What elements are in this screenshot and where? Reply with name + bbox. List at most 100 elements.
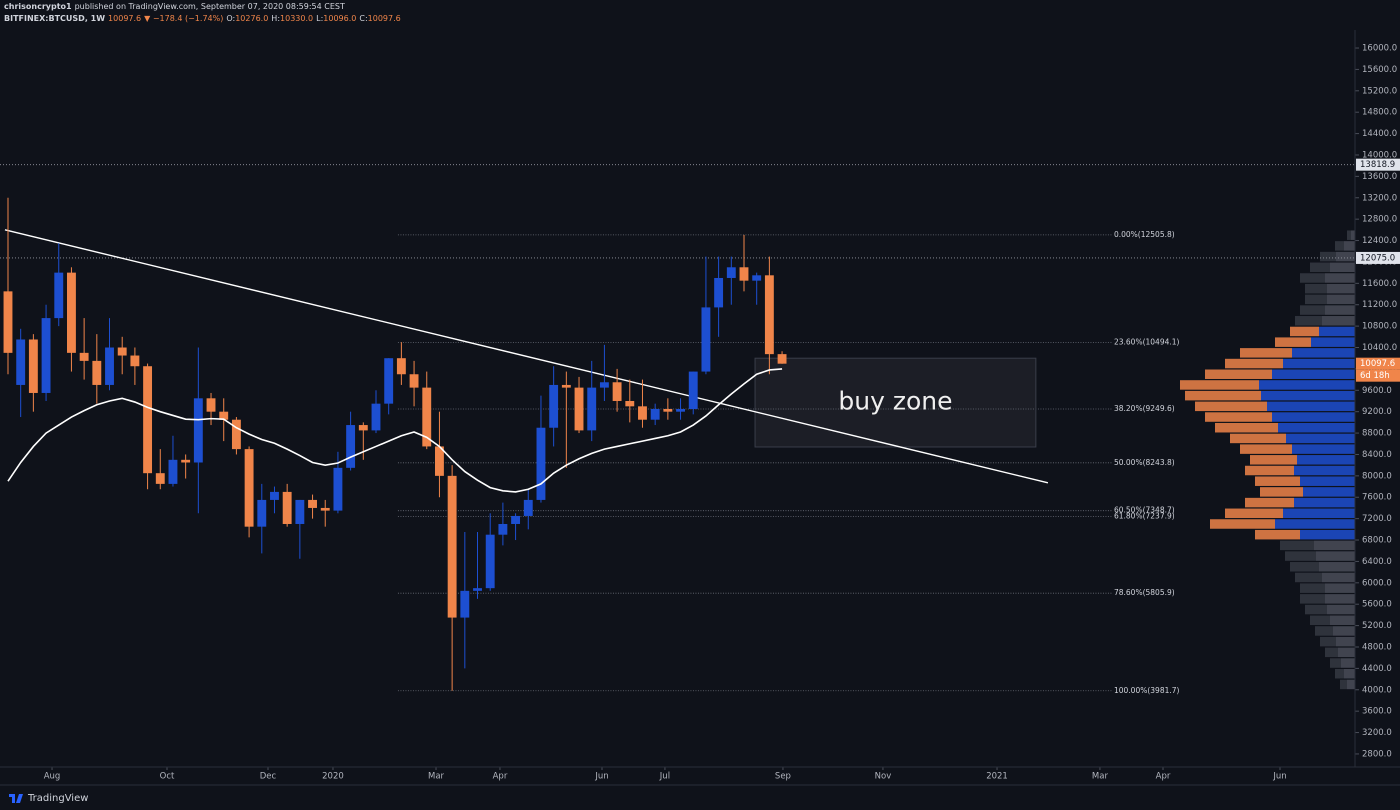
profile-up [1325,594,1355,604]
profile-down [1295,572,1322,583]
ohlc-value: 10330.0 [280,14,314,23]
fib-label: 50.00%(8243.8) [1114,458,1175,467]
y-tick-label: 6000.0 [1362,578,1392,588]
y-tick-label: 5600.0 [1362,600,1392,610]
profile-down [1185,390,1261,401]
ohlc-key: O: [226,14,236,23]
y-tick-label: 15600.0 [1362,65,1397,75]
candle-body [244,449,254,527]
profile-up [1292,348,1355,358]
profile-up [1336,636,1355,647]
profile-down [1330,658,1341,668]
profile-up [1327,294,1355,305]
y-tick-label: 5200.0 [1362,621,1392,631]
y-tick-label: 12800.0 [1362,215,1397,225]
price-line-label: 12075.0 [1360,253,1395,263]
symbol: BITFINEX:BTCUSD, 1W [4,14,106,23]
profile-down [1310,615,1330,626]
y-tick-label: 13200.0 [1362,193,1397,203]
x-tick-label: Sep [775,772,791,782]
profile-up [1297,455,1355,465]
candle-body [3,291,13,353]
profile-down [1320,636,1336,647]
profile-up [1325,305,1355,315]
profile-down [1305,283,1327,294]
last: 10097.6 [108,14,142,23]
profile-up [1292,444,1355,454]
candle-body [16,339,26,385]
profile-up [1283,508,1355,519]
candle-body [79,352,89,361]
profile-down [1347,230,1351,240]
y-tick-label: 10400.0 [1362,343,1397,353]
ohlc-key: C: [359,14,368,23]
candle-body [320,507,330,511]
profile-up [1300,529,1355,540]
profile-down [1230,433,1286,444]
y-tick-label: 2800.0 [1362,749,1392,759]
profile-up [1319,326,1355,337]
candle-body [498,523,508,535]
profile-up [1341,658,1355,668]
y-tick-label: 4000.0 [1362,685,1392,695]
candle-body [536,427,546,500]
candle-body [270,491,279,500]
fib-label: 100.00%(3981.7) [1114,686,1180,695]
candle-body [764,275,774,355]
profile-up [1283,358,1355,369]
profile-up [1333,626,1355,636]
plot-area: 0.00%(12505.8) 23.60%(10494.1) 38.20%(9249… [0,164,1355,695]
buy-zone-label: buy zone [838,387,952,416]
profile-up [1344,241,1355,251]
candle-body [447,475,457,618]
profile-down [1325,647,1338,658]
candle-body [193,398,203,463]
profile-down [1280,540,1314,551]
header-line-1: chrisoncrypto1 published on TradingView.c… [4,1,404,13]
candle-body [333,467,343,511]
profile-down [1245,465,1294,476]
fib-label: 60.50%(7348.7) [1114,506,1175,515]
candle-body [625,400,635,407]
profile-down [1240,348,1292,358]
profile-down [1215,422,1278,433]
price-line-label: 13818.9 [1360,160,1395,170]
price-line-box [1356,251,1400,264]
x-tick-label: 2020 [322,772,344,782]
moving-average [7,368,783,493]
y-tick-label: 6400.0 [1362,557,1392,567]
y-tick-label: 9200.0 [1362,407,1392,417]
profile-up [1300,476,1355,486]
x-tick-label: Mar [428,772,445,782]
x-tick-label: Jul [659,772,670,782]
profile-up [1322,572,1355,583]
header-line-2: BITFINEX:BTCUSD, 1W 10097.6 ▼ −178.4 (−1.7… [4,13,404,25]
profile-down [1275,337,1311,347]
ohlc-value: 10096.0 [323,14,357,23]
profile-down [1225,358,1283,369]
y-tick-label: 3200.0 [1362,728,1392,738]
candle-body [295,499,305,524]
fib-label: 0.00%(12505.8) [1114,230,1175,239]
price-line-box [1356,158,1400,171]
footer: TradingView [8,792,88,804]
y-tick-label: 14000.0 [1362,150,1397,160]
buy-zone [754,357,1037,448]
candle-body [473,588,482,591]
profile-down [1305,604,1327,615]
change: ▼ −178.4 (−1.74%) [144,14,224,23]
candle-body [384,358,394,404]
y-tick-label: 8800.0 [1362,429,1392,439]
ohlc-key: H: [271,14,281,23]
profile-down [1195,401,1267,412]
candle-body [219,411,229,420]
candle-body [409,374,419,388]
fib-label: 78.60%(5805.9) [1114,588,1175,597]
profile-down [1300,273,1325,283]
candle-body [663,409,673,412]
candle-body [688,371,698,410]
profile-up [1272,412,1355,422]
profile-up [1286,433,1355,444]
candle-body [396,358,406,375]
